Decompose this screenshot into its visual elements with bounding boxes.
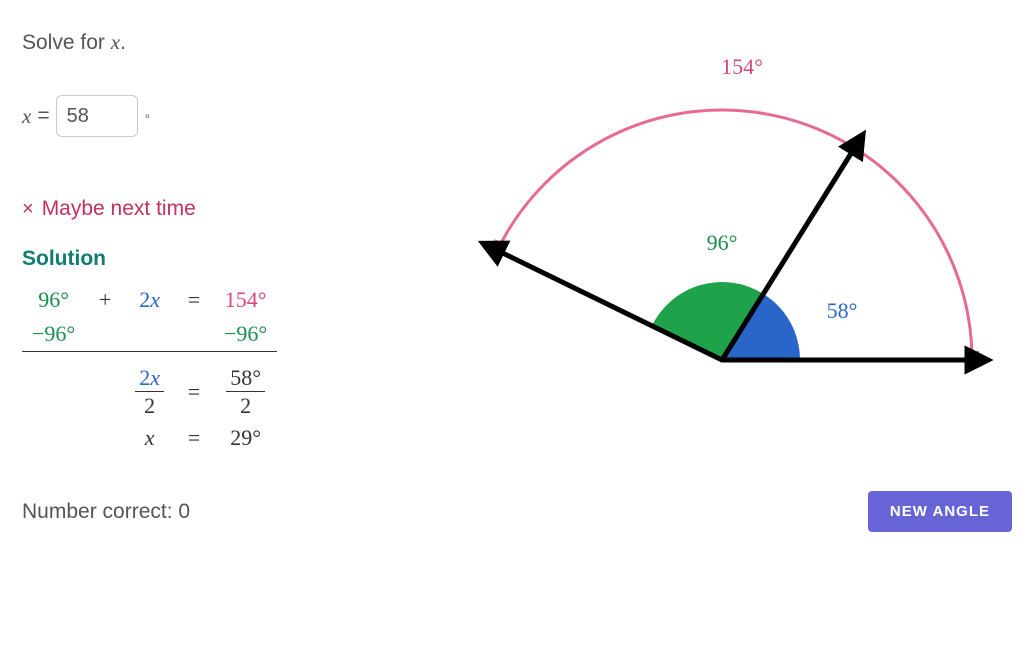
prompt-var: x bbox=[111, 30, 120, 54]
cell-x: x bbox=[125, 421, 174, 455]
score: Number correct: 0 bbox=[22, 500, 190, 524]
cell-m96b: −96° bbox=[214, 317, 277, 352]
cell-2x: 2x bbox=[125, 283, 174, 317]
new-angle-button[interactable]: NEW ANGLE bbox=[868, 491, 1012, 532]
cell-frac-58: 58° 2 bbox=[214, 352, 277, 422]
num-var: x bbox=[150, 365, 160, 390]
cell-m96a: −96° bbox=[22, 317, 85, 352]
feedback-text: Maybe next time bbox=[42, 197, 196, 221]
cell-eq: = bbox=[174, 421, 214, 455]
num: 58° bbox=[226, 366, 265, 391]
answer-var: x bbox=[22, 104, 31, 129]
var: x bbox=[145, 425, 155, 450]
prompt-post: . bbox=[120, 31, 126, 54]
cell-eq: = bbox=[174, 283, 214, 317]
incorrect-icon: × bbox=[22, 198, 34, 221]
den: 2 bbox=[226, 391, 265, 417]
table-row: 2x 2 = 58° 2 bbox=[22, 352, 277, 422]
angle-diagram: 154° 96° 58° bbox=[442, 40, 1002, 440]
cell-96: 96° bbox=[22, 283, 85, 317]
footer: Number correct: 0 NEW ANGLE bbox=[22, 491, 1012, 532]
var: x bbox=[150, 287, 160, 312]
label-blue: 58° bbox=[827, 298, 858, 323]
label-green: 96° bbox=[707, 230, 738, 255]
den: 2 bbox=[135, 391, 164, 417]
label-outer: 154° bbox=[721, 54, 763, 79]
coef: 2 bbox=[139, 287, 150, 312]
num-coef: 2 bbox=[139, 365, 150, 390]
answer-input[interactable] bbox=[56, 95, 138, 137]
score-label: Number correct: bbox=[22, 500, 178, 523]
table-row: x = 29° bbox=[22, 421, 277, 455]
cell-frac-2x: 2x 2 bbox=[125, 352, 174, 422]
score-value: 0 bbox=[178, 500, 190, 523]
answer-degree: ∘ bbox=[144, 109, 152, 123]
cell-154: 154° bbox=[214, 283, 277, 317]
cell-plus: + bbox=[85, 283, 125, 317]
answer-equals: = bbox=[37, 104, 49, 128]
cell-eq: = bbox=[174, 352, 214, 422]
prompt-pre: Solve for bbox=[22, 31, 111, 54]
solution-work: 96° + 2x = 154° −96° −96° 2x 2 = 58° bbox=[22, 283, 277, 455]
table-row: 96° + 2x = 154° bbox=[22, 283, 277, 317]
cell-29: 29° bbox=[214, 421, 277, 455]
table-row: −96° −96° bbox=[22, 317, 277, 352]
